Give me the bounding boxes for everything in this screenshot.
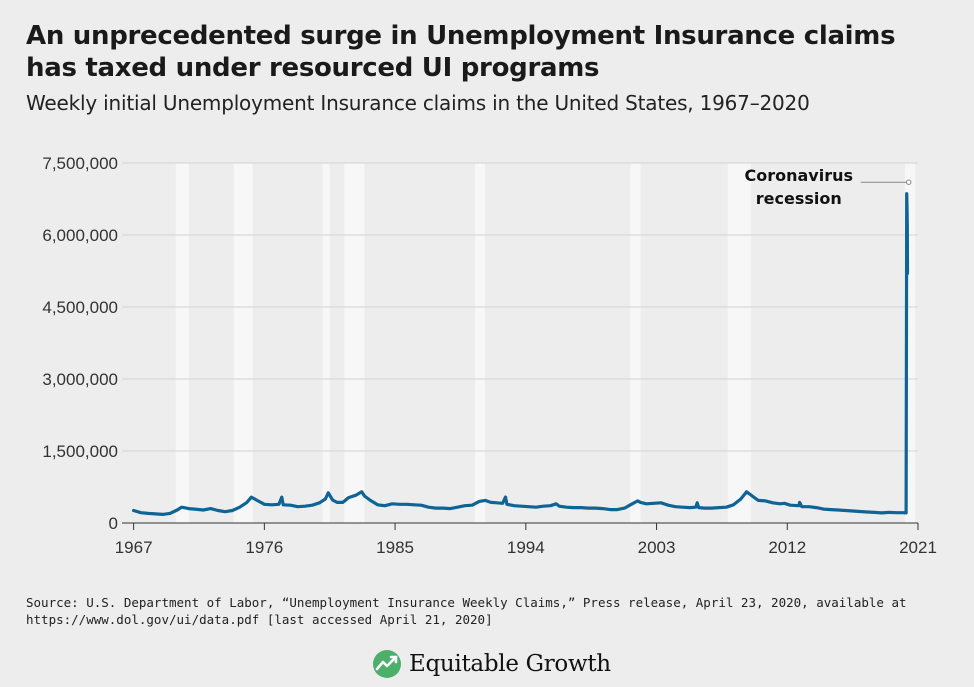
annotation-label: recession	[756, 189, 842, 208]
recession-band	[474, 163, 486, 523]
x-tick-label: 2012	[768, 538, 806, 557]
y-tick-label: 0	[109, 514, 118, 533]
y-tick-label: 1,500,000	[42, 442, 118, 461]
x-tick-label: 1967	[115, 538, 153, 557]
x-tick-label: 1994	[507, 538, 545, 557]
y-tick-label: 3,000,000	[42, 370, 118, 389]
gridlines	[122, 162, 918, 452]
y-axis-ticks: 0 1,500,000 3,000,000 4,500,000 6,000,000 7,5…	[42, 154, 118, 533]
recession-band	[904, 163, 916, 523]
x-tick-label: 1985	[376, 538, 414, 557]
y-tick-label: 6,000,000	[42, 226, 118, 245]
logo-text: Equitable Growth	[409, 651, 611, 677]
x-axis: 1967 1976 1985 1994 2003 2012 2021	[115, 522, 937, 557]
recession-band	[630, 163, 641, 523]
y-tick-label: 7,500,000	[42, 154, 118, 173]
equitable-growth-logo: Equitable Growth	[372, 647, 611, 681]
series-group	[132, 192, 910, 516]
source-note: Source: U.S. Department of Labor, “Unemp…	[26, 595, 907, 627]
annotation-label: Coronavirus	[744, 166, 853, 185]
line-chart: 0 1,500,000 3,000,000 4,500,000 6,000,000 7,5…	[42, 154, 937, 557]
recession-band	[727, 163, 751, 523]
y-tick-label: 4,500,000	[42, 298, 118, 317]
recession-bands	[175, 163, 916, 523]
x-tick-label: 1976	[245, 538, 283, 557]
annotation-group: Coronavirus recession	[744, 166, 912, 208]
x-tick-label: 2021	[899, 538, 937, 557]
recession-band	[322, 163, 330, 523]
recession-band	[175, 163, 189, 523]
recession-band	[344, 163, 365, 523]
chart-title: An unprecedented surge in Unemployment I…	[26, 21, 896, 83]
x-tick-label: 2003	[638, 538, 676, 557]
growth-chart-icon	[373, 650, 401, 678]
annotation-marker	[906, 179, 912, 185]
recession-band	[233, 163, 253, 523]
chart-subtitle: Weekly initial Unemployment Insurance cl…	[26, 91, 810, 115]
series-line	[132, 192, 910, 516]
